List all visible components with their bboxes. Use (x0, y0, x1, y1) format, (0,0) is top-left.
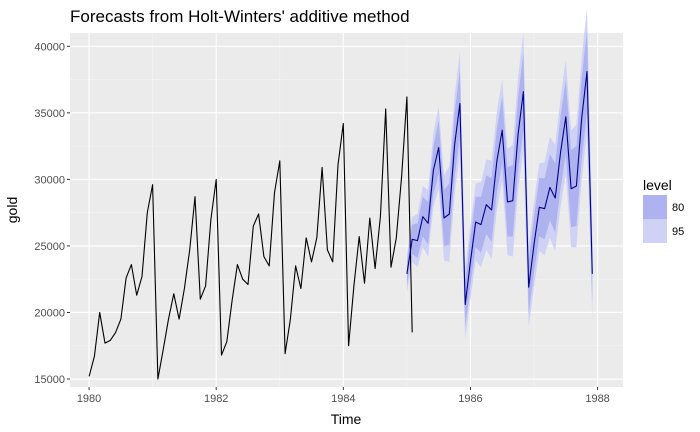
legend-label-95: 95 (672, 226, 684, 238)
y-tick-label: 35000 (34, 108, 65, 120)
band-80 (406, 30, 593, 328)
x-tick-label: 1986 (458, 393, 482, 405)
y-axis-title: gold (4, 197, 20, 223)
observed-series-line (88, 96, 413, 380)
y-tick-label: 25000 (34, 241, 65, 253)
x-tick-label: 1984 (331, 393, 355, 405)
legend-item-80: 80 (643, 195, 684, 219)
forecast-mean-line (406, 71, 593, 306)
y-tick-label: 20000 (34, 307, 65, 319)
y-tick-label: 15000 (34, 374, 65, 386)
legend-key-80 (643, 195, 667, 219)
prediction-intervals (406, 9, 593, 340)
x-axis: 1980 1982 1984 1986 1988 (77, 387, 610, 405)
legend: level 80 95 (643, 177, 684, 243)
y-tick-label: 30000 (34, 174, 65, 186)
x-tick-label: 1988 (585, 393, 609, 405)
x-tick-label: 1980 (77, 393, 101, 405)
plot-panel (70, 33, 623, 387)
legend-title: level (643, 177, 672, 193)
y-tick-label: 40000 (34, 41, 65, 53)
legend-label-80: 80 (672, 202, 684, 214)
legend-item-95: 95 (643, 219, 684, 243)
x-axis-title: Time (331, 411, 362, 427)
y-axis: 15000 20000 25000 30000 35000 40000 (34, 41, 70, 386)
x-tick-label: 1982 (204, 393, 228, 405)
major-grid (70, 33, 623, 387)
legend-key-95 (643, 219, 667, 243)
chart-title: Forecasts from Holt-Winters' additive me… (70, 7, 410, 26)
series-lines (88, 71, 593, 380)
